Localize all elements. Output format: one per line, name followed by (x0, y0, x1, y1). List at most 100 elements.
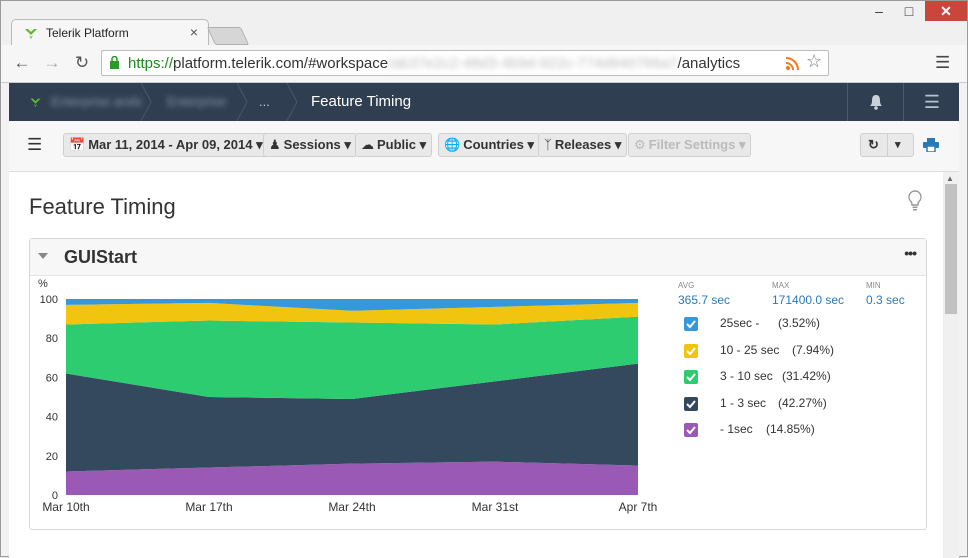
stat-avg-value: 365.7 sec (678, 293, 731, 307)
sidebar-toggle-icon[interactable]: ☰ (27, 135, 43, 154)
legend-item[interactable]: 3 - 10 sec (31.42%) (684, 368, 904, 388)
close-window-button[interactable]: ✕ (925, 1, 967, 21)
breadcrumb-workspace[interactable]: Enterprise ands (51, 94, 143, 109)
refresh-icon[interactable]: ↻ (868, 137, 879, 152)
public-label: Public (377, 137, 417, 152)
url-hidden: /ab37e2c2-48d3-4b9d-922c-774d940766a7 (388, 55, 678, 72)
legend-percent: (14.85%) (766, 422, 815, 436)
breadcrumb-separator (286, 83, 298, 121)
guistart-panel: GUIStart ••• 0 20 40 60 80 100% Mar 10th Mar 17… (29, 238, 927, 530)
public-dropdown[interactable]: ☁ Public ▾ (355, 133, 433, 157)
address-bar[interactable]: https://platform.telerik.com/#workspace/… (101, 50, 829, 76)
browser-tab[interactable]: Telerik Platform × (11, 19, 209, 46)
legend-checkbox[interactable] (684, 370, 698, 384)
branch-icon: ᛉ (544, 137, 552, 152)
url-path: /#workspace (303, 55, 389, 72)
filter-settings-dropdown[interactable]: ⚙ Filter Settings ▾ (628, 133, 752, 157)
y-tick-label: 80 (46, 333, 58, 345)
address-toolbar: ← → ↻ https://platform.telerik.com/#work… (1, 45, 967, 83)
stat-min-label: MIN (866, 281, 881, 290)
y-axis-label: % (38, 278, 48, 290)
checkmark-icon (686, 426, 696, 435)
sessions-dropdown[interactable]: ♟ Sessions ▾ (263, 133, 357, 157)
scroll-up-arrow-icon[interactable]: ▲ (946, 174, 954, 183)
bookmark-star-icon[interactable]: ☆ (806, 51, 823, 71)
y-tick-label: 60 (46, 372, 58, 384)
breadcrumb-current: Feature Timing (311, 93, 412, 110)
checkmark-icon (686, 346, 696, 355)
rss-icon[interactable] (784, 56, 800, 72)
x-tick-label: Mar 10th (42, 500, 89, 514)
releases-label: Releases (554, 137, 612, 152)
refresh-options-caret-icon[interactable]: ▾ (895, 139, 901, 151)
more-options-icon[interactable]: ••• (904, 245, 917, 261)
main-content: Feature Timing GUIStart ••• 0 20 40 60 80 100… (9, 172, 943, 558)
refresh-button-group[interactable]: ↻ ▾ (860, 133, 914, 157)
page-title: Feature Timing (29, 194, 176, 219)
y-tick-label: 100 (40, 294, 58, 306)
user-icon: ♟ (269, 137, 281, 152)
app-menu-icon[interactable]: ☰ (903, 83, 960, 121)
breadcrumb-more[interactable]: ... (259, 94, 270, 109)
lightbulb-icon[interactable] (907, 190, 923, 212)
url-scheme: https:// (128, 55, 174, 72)
url-text: https://platform.telerik.com/#workspace/… (128, 55, 740, 72)
browser-menu-icon[interactable]: ☰ (935, 53, 951, 72)
filter-settings-label: Filter Settings (648, 137, 736, 152)
tab-strip: Telerik Platform × – □ ✕ (1, 1, 967, 46)
gears-icon: ⚙ (634, 137, 646, 152)
y-tick-label: 0 (52, 490, 58, 502)
y-tick-label: 20 (46, 451, 58, 463)
tab-title: Telerik Platform (46, 26, 129, 40)
print-icon[interactable] (923, 138, 939, 152)
maximize-button[interactable]: □ (904, 3, 914, 19)
minimize-button[interactable]: – (875, 3, 883, 19)
legend-item[interactable]: 10 - 25 sec (7.94%) (684, 342, 904, 362)
checkmark-icon (686, 320, 696, 329)
filter-toolbar: ☰ 📅 Mar 11, 2014 - Apr 09, 2014 ▾ ♟ Sessio… (9, 121, 959, 172)
breadcrumb-app[interactable]: Enterprise (167, 94, 227, 109)
releases-dropdown[interactable]: ᛉ Releases ▾ (538, 133, 628, 157)
new-tab-button[interactable] (206, 27, 250, 45)
legend-item[interactable]: 1 - 3 sec (42.27%) (684, 395, 904, 415)
page-scrollbar[interactable]: ▲ (943, 172, 959, 558)
scrollbar-thumb[interactable] (945, 184, 957, 314)
tab-close-icon[interactable]: × (189, 24, 198, 40)
area-series-1 (66, 363, 638, 472)
date-range-dropdown[interactable]: 📅 Mar 11, 2014 - Apr 09, 2014 ▾ (63, 133, 269, 157)
x-tick-label: Mar 24th (328, 500, 375, 514)
legend-checkbox[interactable] (684, 396, 698, 411)
legend-checkbox[interactable] (684, 423, 698, 437)
stat-max: MAX 171400.0 sec (772, 281, 872, 307)
legend-percent: (42.27%) (778, 395, 827, 410)
telerik-logo-icon[interactable] (29, 96, 42, 108)
legend-label: 1 - 3 sec (720, 395, 767, 410)
sessions-label: Sessions (283, 137, 341, 152)
legend-percent: (7.94%) (792, 342, 835, 357)
legend-item[interactable]: 25sec - (3.52%) (684, 315, 904, 335)
countries-label: Countries (463, 137, 524, 152)
panel-header: GUIStart ••• (30, 239, 926, 276)
legend-label: 10 - 25 sec (720, 342, 780, 357)
notifications-button[interactable] (847, 83, 904, 121)
legend-label: - 1sec (720, 422, 753, 436)
legend-label: 3 - 10 sec (720, 369, 773, 383)
legend-percent: (31.42%) (782, 369, 831, 383)
legend-checkbox[interactable] (684, 343, 698, 358)
cloud-icon: ☁ (361, 137, 374, 152)
countries-dropdown[interactable]: 🌐 Countries ▾ (438, 133, 540, 157)
back-arrow-icon[interactable]: ← (13, 53, 31, 72)
url-host: platform.telerik.com (173, 55, 304, 72)
telerik-logo-icon (25, 29, 37, 39)
reload-icon[interactable]: ↻ (74, 53, 90, 72)
breadcrumb-separator (140, 83, 152, 121)
legend-checkbox[interactable] (684, 317, 698, 331)
legend-item[interactable]: - 1sec (14.85%) (684, 421, 904, 441)
collapse-caret-icon[interactable] (38, 253, 48, 259)
url-tail: /analytics (677, 55, 741, 72)
forward-arrow-icon[interactable]: → (43, 53, 61, 72)
stat-min: MIN 0.3 sec (866, 281, 966, 307)
area-series-4 (66, 299, 638, 311)
app-header: Enterprise ands Enterprise ... Feature T… (9, 83, 959, 121)
